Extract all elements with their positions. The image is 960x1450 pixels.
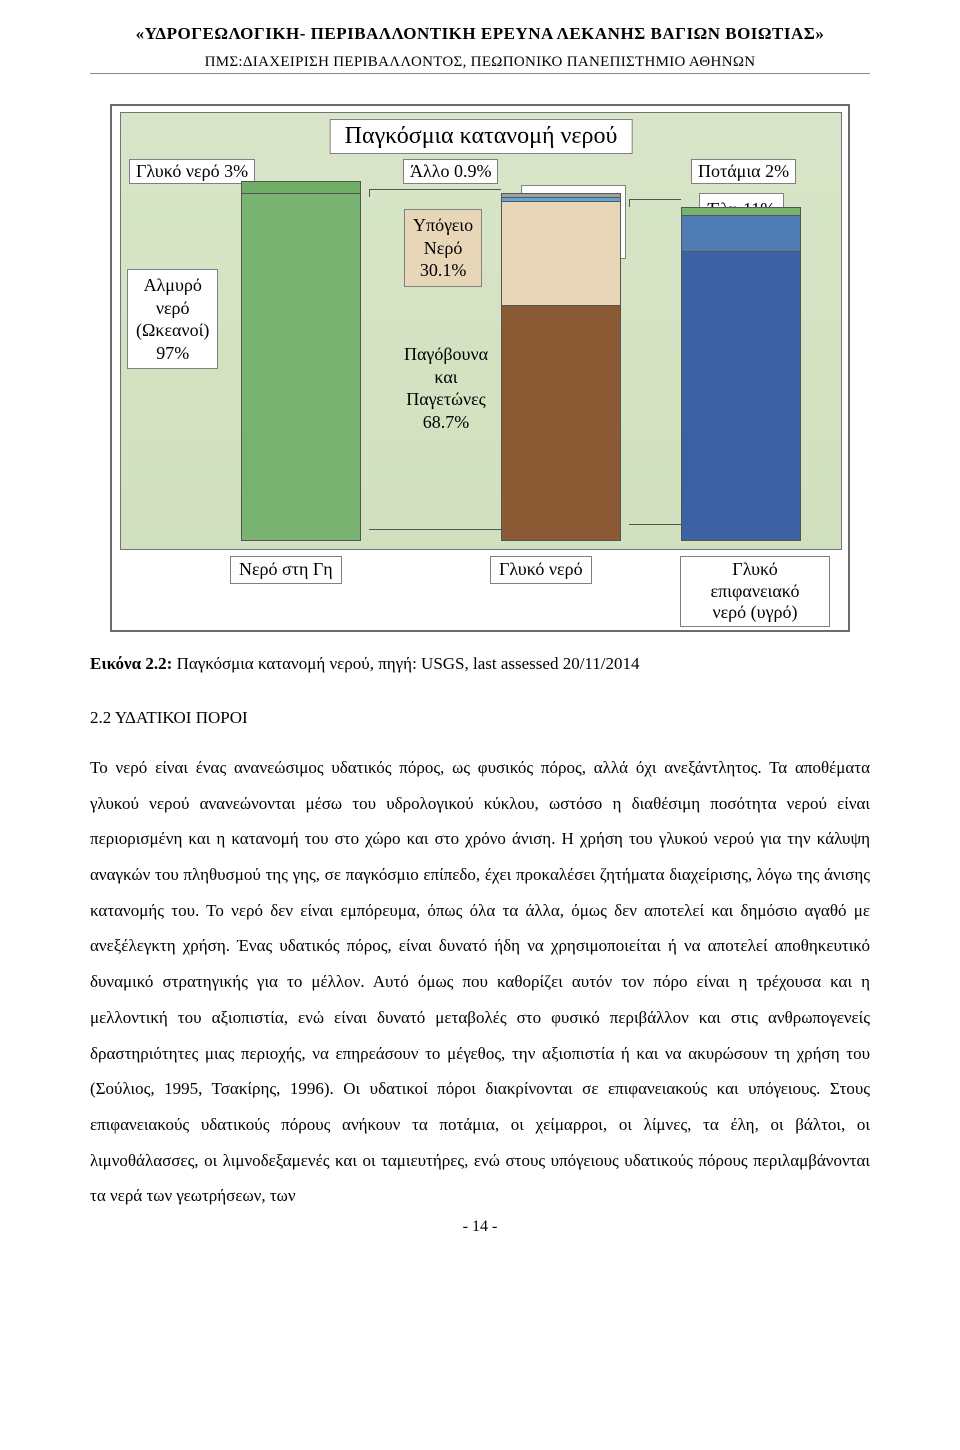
body-paragraph: Το νερό είναι ένας ανανεώσιμος υδατικός … (90, 750, 870, 1214)
chart-bar-segment (242, 193, 360, 540)
chart-bar (681, 207, 801, 541)
page: «ΥΔΡΟΓΕΩΛΟΓΙΚΗ- ΠΕΡΙΒΑΛΛΟΝΤΙΚΗ ΕΡΕΥΝΑ ΛΕ… (0, 0, 960, 1450)
chart-bar (501, 193, 621, 541)
figure-caption-text: Παγκόσμια κατανομή νερού, πηγή: USGS, la… (172, 654, 639, 673)
chart-x-axis: Νερό στη Γη Γλυκό νερό Γλυκόεπιφανειακόνερ… (120, 550, 842, 624)
chart-bar-segment (682, 208, 800, 215)
header-rule: ΠΜΣ:ΔΙΑΧΕΙΡΙΣΗ ΠΕΡΙΒΑΛΛΟΝΤΟΣ, ΠΕΩΠΟΝΙΚΟ … (90, 50, 870, 74)
figure-caption-prefix: Εικόνα 2.2: (90, 654, 172, 673)
chart-title-row: Παγκόσμια κατανομή νερού (121, 113, 841, 159)
chart-side-label: ΥπόγειοΝερό30.1% (404, 209, 482, 287)
chart-bar-segment (502, 201, 620, 305)
chart-bar-segment (682, 215, 800, 252)
chart-side-label: Αλμυρόνερό(Ωκεανοί)97% (127, 269, 218, 369)
section-heading: 2.2 ΥΔΑΤΙΚΟΙ ΠΟΡΟΙ (90, 708, 870, 728)
page-number: - 14 - (90, 1218, 870, 1236)
chart-x-label: Γλυκόεπιφανειακόνερό (υγρό) (680, 556, 830, 627)
chart-top-label: Ποτάμια 2% (691, 159, 796, 184)
chart-x-label: Νερό στη Γη (230, 556, 342, 584)
chart-side-label: ΠαγόβουνακαιΠαγετώνες68.7% (396, 339, 496, 437)
chart-bar-segment (242, 182, 360, 193)
doc-title: «ΥΔΡΟΓΕΩΛΟΓΙΚΗ- ΠΕΡΙΒΑΛΛΟΝΤΙΚΗ ΕΡΕΥΝΑ ΛΕ… (90, 24, 870, 44)
chart-bar (241, 181, 361, 541)
chart-top-label: Γλυκό νερό 3% (129, 159, 255, 184)
chart-plot-area: Παγκόσμια κατανομή νερού Γλυκό νερό 3% Άλ… (120, 112, 842, 550)
chart-x-label: Γλυκό νερό (490, 556, 592, 584)
chart-title: Παγκόσμια κατανομή νερού (330, 119, 633, 154)
doc-subtitle: ΠΜΣ:ΔΙΑΧΕΙΡΙΣΗ ΠΕΡΙΒΑΛΛΟΝΤΟΣ, ΠΕΩΠΟΝΙΚΟ … (90, 50, 870, 71)
chart-bar-segment (502, 305, 620, 540)
chart-bar-segment (682, 251, 800, 540)
chart-bars-layer: Γλυκό νερό 3%Άλλο 0.9%Ποτάμια 2%Επιφανει… (121, 159, 841, 549)
chart-top-label: Άλλο 0.9% (403, 159, 498, 184)
figure-caption: Εικόνα 2.2: Παγκόσμια κατανομή νερού, πη… (90, 654, 870, 674)
water-distribution-chart: Παγκόσμια κατανομή νερού Γλυκό νερό 3% Άλ… (110, 104, 850, 632)
